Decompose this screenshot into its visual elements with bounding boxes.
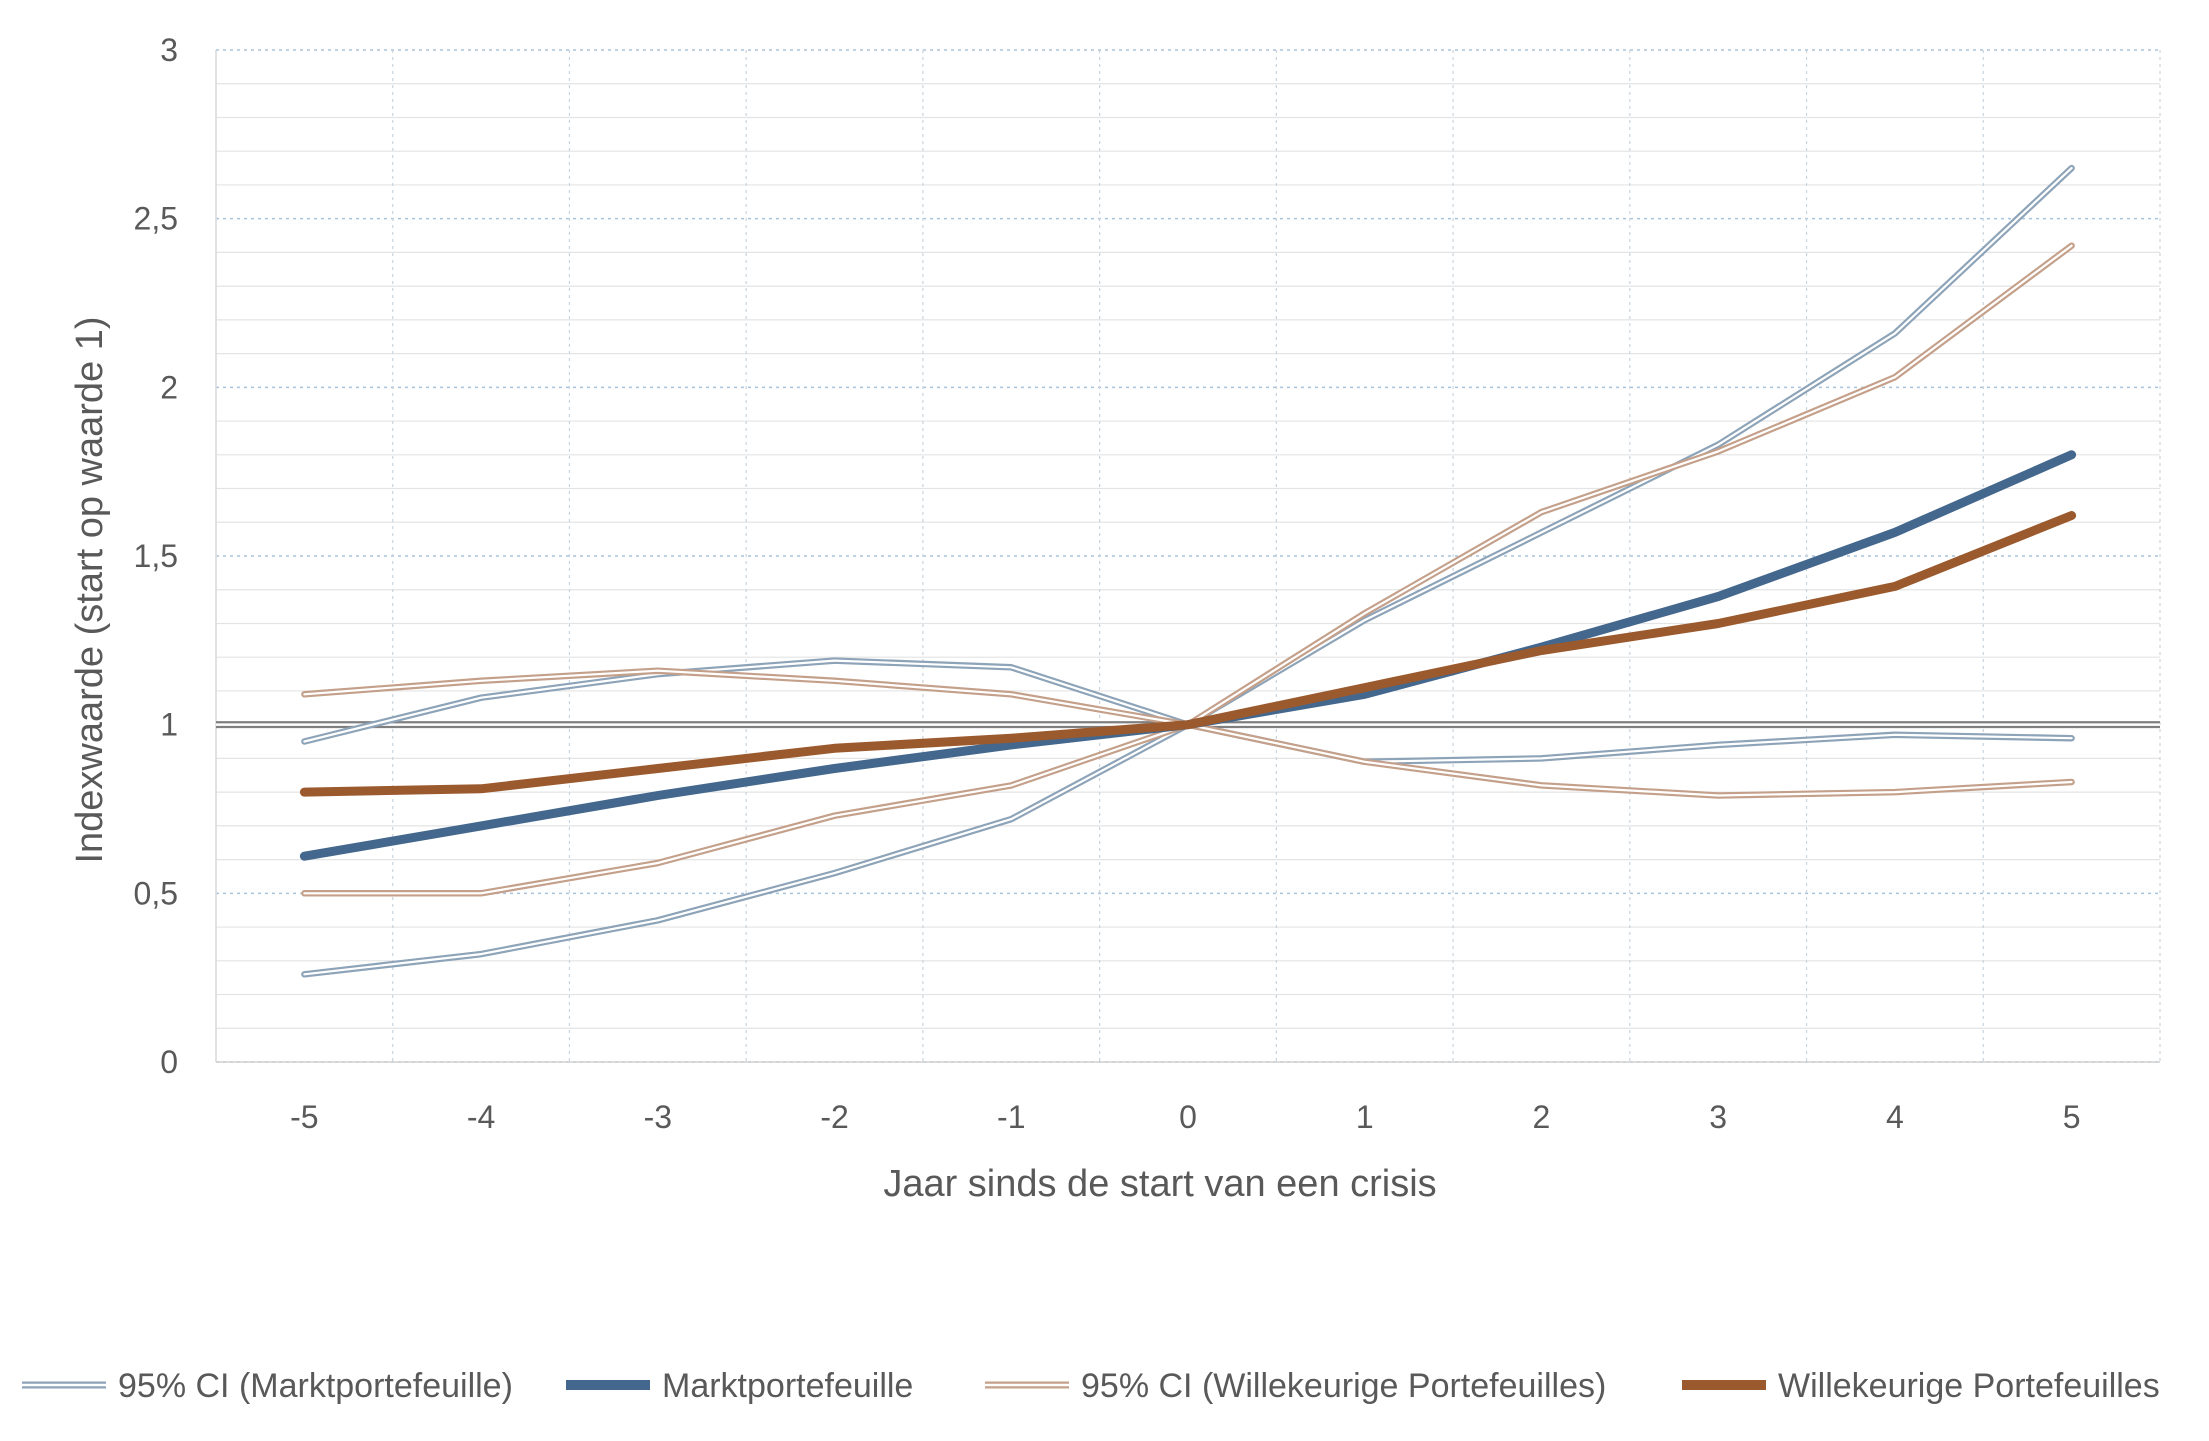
legend-label-95-ci-willekeurige-portefeuilles: 95% CI (Willekeurige Portefeuilles) bbox=[1081, 1367, 1606, 1405]
x-tick-label: -2 bbox=[820, 1099, 848, 1135]
series-lines bbox=[299, 164, 2077, 978]
y-tick-label: 3 bbox=[160, 32, 178, 68]
x-tick-label: -3 bbox=[644, 1099, 672, 1135]
x-tick-label: 5 bbox=[2063, 1099, 2081, 1135]
x-tick-label: 2 bbox=[1533, 1099, 1551, 1135]
x-tick-label: 4 bbox=[1886, 1099, 1904, 1135]
x-tick-labels: -5 -4 -3 -2 -1 0 1 2 3 4 5 bbox=[290, 1099, 2080, 1135]
y-tick-label: 2,5 bbox=[134, 201, 178, 237]
legend-label-marktportefeuille: Marktportefeuille bbox=[662, 1367, 913, 1405]
y-tick-label: 0 bbox=[160, 1044, 178, 1080]
legend-label-willekeurige-portefeuilles: Willekeurige Portefeuilles bbox=[1778, 1367, 2160, 1405]
legend: 95% CI (Marktportefeuille) Marktportefeui… bbox=[22, 1367, 2160, 1405]
y-tick-labels: 0 0,5 1 1,5 2 2,5 3 bbox=[134, 32, 178, 1080]
y-tick-label: 2 bbox=[160, 369, 178, 405]
x-axis-title: Jaar sinds de start van een crisis bbox=[883, 1163, 1436, 1205]
y-tick-label: 1,5 bbox=[134, 538, 178, 574]
y-tick-label: 1 bbox=[160, 707, 178, 743]
willekeurige-portefeuilles-line bbox=[299, 511, 2077, 797]
y-tick-label: 0,5 bbox=[134, 875, 178, 911]
x-tick-label: -1 bbox=[997, 1099, 1025, 1135]
x-tick-label: 1 bbox=[1356, 1099, 1374, 1135]
legend-label-95-ci-marktportefeuille: 95% CI (Marktportefeuille) bbox=[118, 1367, 513, 1405]
x-tick-label: 3 bbox=[1709, 1099, 1727, 1135]
y-axis-title: Indexwaarde (start op waarde 1) bbox=[69, 316, 111, 863]
x-tick-label: -5 bbox=[290, 1099, 318, 1135]
x-tick-label: -4 bbox=[467, 1099, 495, 1135]
x-tick-label: 0 bbox=[1179, 1099, 1197, 1135]
gridlines bbox=[215, 49, 2161, 1063]
